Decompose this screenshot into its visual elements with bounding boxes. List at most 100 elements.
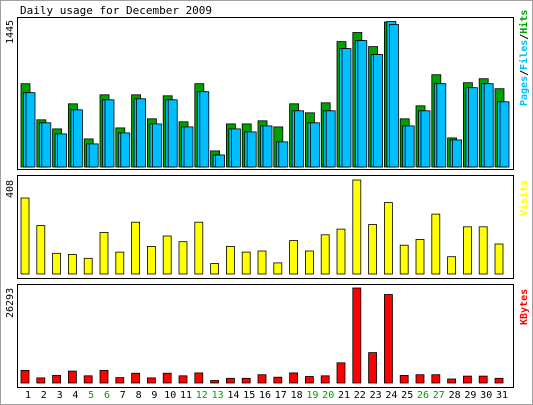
visits-bar-8 xyxy=(131,221,141,275)
x-tick-label-10: 10 xyxy=(164,390,176,401)
x-tick-label-11: 11 xyxy=(180,390,192,401)
pages-bar-19 xyxy=(309,122,320,168)
pages-bar-13 xyxy=(215,154,226,168)
pages-bar-2 xyxy=(41,122,52,168)
kbytes-bar-24 xyxy=(383,294,393,384)
x-tick-label-17: 17 xyxy=(275,390,287,401)
pages-bar-23 xyxy=(373,54,384,168)
x-tick-label-14: 14 xyxy=(227,390,239,401)
x-tick-label-25: 25 xyxy=(401,390,413,401)
bars-layer xyxy=(20,21,510,384)
x-tick-label-16: 16 xyxy=(259,390,271,401)
x-tick-label-8: 8 xyxy=(136,390,142,401)
x-tick-label-4: 4 xyxy=(72,390,78,401)
x-tick-label-27: 27 xyxy=(433,390,445,401)
pages-bar-29 xyxy=(467,87,478,168)
kbytes-bar-15 xyxy=(241,377,251,384)
pages-bar-6 xyxy=(104,99,115,168)
x-tick-label-12: 12 xyxy=(196,390,208,401)
kbytes-bar-1 xyxy=(20,369,30,384)
visits-bar-18 xyxy=(289,240,299,275)
x-tick-label-3: 3 xyxy=(57,390,63,401)
x-tick-label-20: 20 xyxy=(322,390,334,401)
visits-bar-13 xyxy=(210,263,220,275)
kbytes-bar-20 xyxy=(320,375,330,384)
x-axis-labels: 1 2 3 4 5 6 7 8 9 10 11 12 13 14 15 16 17 18 19 20 21 22 23 24 2… xyxy=(25,390,508,401)
kbytes-bar-12 xyxy=(194,372,204,384)
pages-bar-5 xyxy=(88,143,99,168)
pages-bar-3 xyxy=(57,133,67,168)
kbytes-bar-21 xyxy=(336,362,346,384)
pages-bar-24 xyxy=(388,24,399,168)
visits-bar-27 xyxy=(431,213,441,275)
visits-bar-10 xyxy=(162,235,172,275)
visits-bar-5 xyxy=(83,257,93,275)
kbytes-bar-18 xyxy=(289,372,299,384)
x-tick-label-19: 19 xyxy=(306,390,318,401)
pages-bar-1 xyxy=(25,92,36,168)
x-tick-label-22: 22 xyxy=(354,390,366,401)
pages-bar-7 xyxy=(120,132,131,168)
pages-bar-10 xyxy=(167,99,178,168)
x-tick-label-28: 28 xyxy=(449,390,461,401)
kbytes-bar-11 xyxy=(178,375,188,384)
kbytes-bar-30 xyxy=(478,375,488,384)
pages-bar-11 xyxy=(183,126,194,168)
x-tick-label-23: 23 xyxy=(370,390,382,401)
pages-bar-9 xyxy=(151,123,162,168)
x-tick-label-15: 15 xyxy=(243,390,255,401)
visits-bar-21 xyxy=(336,228,346,275)
kbytes-bar-2 xyxy=(36,377,46,384)
x-tick-label-2: 2 xyxy=(41,390,47,401)
kbytes-bar-27 xyxy=(431,374,441,384)
pages-bar-12 xyxy=(199,91,210,168)
kbytes-bar-9 xyxy=(146,377,156,384)
kbytes-bar-6 xyxy=(99,369,109,384)
pages-bar-17 xyxy=(278,141,289,168)
legend-visits: Visits xyxy=(518,180,530,216)
kbytes-bar-17 xyxy=(273,376,283,384)
visits-bar-19 xyxy=(304,250,314,275)
legend-hits: Hits xyxy=(518,10,530,34)
visits-bar-20 xyxy=(320,234,330,275)
pages-bar-14 xyxy=(230,128,241,168)
x-tick-label-24: 24 xyxy=(385,390,397,401)
visits-bar-9 xyxy=(146,245,156,275)
pages-bar-28 xyxy=(452,139,463,168)
visits-bar-28 xyxy=(447,256,457,275)
visits-bar-16 xyxy=(257,250,267,275)
x-tick-label-29: 29 xyxy=(464,390,476,401)
x-tick-label-5: 5 xyxy=(88,390,94,401)
kbytes-bar-28 xyxy=(447,378,457,384)
visits-bar-24 xyxy=(383,202,393,275)
visits-bar-6 xyxy=(99,232,109,275)
kbytes-bar-29 xyxy=(462,375,472,384)
legend-kbytes: KBytes xyxy=(519,289,530,325)
kbytes-bar-3 xyxy=(52,374,61,384)
x-tick-label-30: 30 xyxy=(480,390,492,401)
pages-bar-31 xyxy=(499,101,510,168)
visits-bar-2 xyxy=(36,225,46,275)
kbytes-bar-31 xyxy=(494,377,504,384)
pages-bar-8 xyxy=(136,98,147,168)
chart-title: Daily usage for December 2009 xyxy=(20,4,212,17)
visits-bar-14 xyxy=(225,245,235,275)
visits-bar-26 xyxy=(415,238,425,275)
visits-bar-12 xyxy=(194,221,204,275)
kbytes-bar-10 xyxy=(162,372,172,384)
visits-bar-22 xyxy=(352,179,362,275)
visits-bar-15 xyxy=(241,251,251,275)
x-tick-label-1: 1 xyxy=(25,390,31,401)
pages-bar-26 xyxy=(420,110,431,168)
pages-bar-16 xyxy=(262,125,273,168)
pages-bar-30 xyxy=(483,83,494,168)
visits-bar-1 xyxy=(20,197,30,275)
pages-bar-21 xyxy=(341,48,352,168)
kbytes-bar-22 xyxy=(352,287,362,384)
kbytes-bar-14 xyxy=(225,377,235,384)
kbytes-max-label: 26293 xyxy=(5,288,16,318)
visits-max-label: 408 xyxy=(5,180,16,198)
x-tick-label-18: 18 xyxy=(291,390,303,401)
pages-bar-4 xyxy=(73,109,83,168)
pages-bar-22 xyxy=(357,40,368,168)
